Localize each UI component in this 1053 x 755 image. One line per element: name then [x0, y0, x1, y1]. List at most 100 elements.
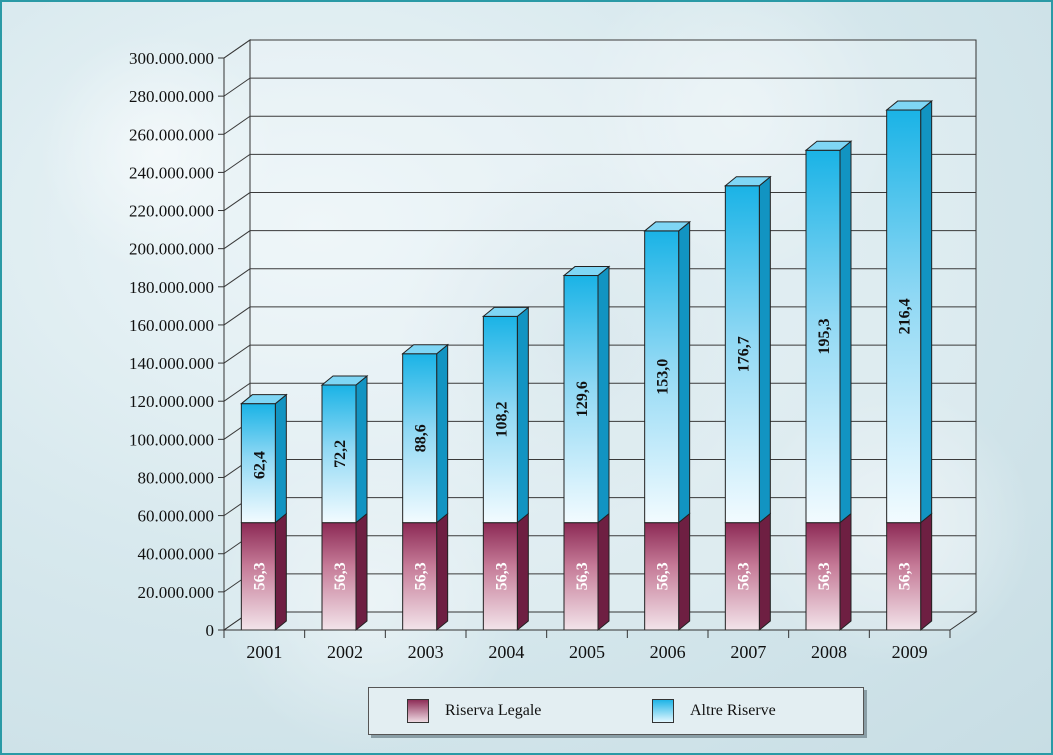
- data-label-altre-riserve: 72,2: [332, 440, 349, 468]
- bar-altre-riserve-side: [758, 175, 771, 524]
- bar-altre-riserve-top: [804, 140, 853, 151]
- data-label-altre-riserve: 176,7: [735, 336, 752, 372]
- y-tick-label: 40.000.000: [138, 545, 215, 564]
- bar-altre-riserve-side: [516, 306, 529, 524]
- bar-altre-riserve-top: [401, 344, 450, 355]
- y-tick-label: 60.000.000: [138, 507, 215, 526]
- bars: 56,3 62,4 56,3 72,2 56,3 88,6 56,3 108,2 56,3 129…: [239, 99, 934, 632]
- legend-item-riserva-legale: Riserva Legale: [407, 699, 541, 723]
- gridline: [223, 39, 976, 59]
- legend-swatch-altre-riserve: [652, 699, 674, 723]
- bar-riserva-legale-front: [402, 522, 438, 631]
- bar-riserva-legale: [402, 512, 449, 632]
- bar-riserva-legale-side: [597, 512, 610, 632]
- data-label-altre-riserve: 195,3: [816, 318, 833, 354]
- legend: Riserva Legale Altre Riserve: [368, 687, 864, 735]
- bar-altre-riserve: [804, 140, 853, 524]
- data-label-altre-riserve: 62,4: [251, 451, 268, 479]
- data-label-altre-riserve: 129,6: [574, 381, 591, 417]
- bar-riserva-legale-front: [482, 522, 518, 631]
- y-axis: 0 20.000.000 40.000.000 60.000.000 80.000.00…: [129, 49, 225, 640]
- legend-label-riserva-legale: Riserva Legale: [445, 702, 542, 719]
- x-tick-label: 2008: [811, 642, 847, 662]
- bar-riserva-legale-side: [758, 512, 771, 632]
- data-label-riserva-legale: 56,3: [332, 562, 349, 590]
- data-label-altre-riserve: 88,6: [413, 424, 430, 452]
- bar-altre-riserve-top: [643, 221, 692, 232]
- x-tick-label: 2002: [327, 642, 363, 662]
- y-tick-label: 300.000.000: [129, 49, 214, 68]
- data-label-riserva-legale: 56,3: [816, 562, 833, 590]
- bar-altre-riserve: [562, 265, 611, 524]
- bar-riserva-legale: [321, 512, 368, 632]
- bar-riserva-legale-side: [516, 512, 529, 632]
- bar-altre-riserve-side: [678, 220, 691, 524]
- bar-altre-riserve-top: [562, 266, 611, 277]
- x-tick-label: 2003: [408, 642, 444, 662]
- gridline: [223, 153, 976, 173]
- y-tick-label: 0: [206, 621, 215, 640]
- legend-item-altre-riserve: Altre Riserve: [652, 699, 776, 723]
- bar-altre-riserve-front: [321, 384, 357, 524]
- bar-altre-riserve: [239, 393, 288, 524]
- bar-altre-riserve-side: [355, 374, 368, 524]
- bar-riserva-legale-side: [274, 512, 287, 632]
- bar-altre-riserve-side: [436, 343, 449, 524]
- bar-riserva-legale-side: [678, 512, 691, 632]
- bar-riserva-legale-side: [920, 512, 933, 632]
- bar-altre-riserve: [723, 175, 772, 524]
- y-tick-label: 100.000.000: [129, 430, 214, 449]
- data-label-riserva-legale: 56,3: [251, 562, 268, 590]
- bar-altre-riserve: [643, 220, 692, 524]
- x-tick-label: 2009: [892, 642, 928, 662]
- bar-altre-riserve-side: [597, 265, 610, 524]
- bar-altre-riserve-top: [481, 306, 530, 317]
- x-tick-label: 2004: [488, 642, 524, 662]
- x-axis: 2001 2002 2003 2004 2005 2006 2007 2008 2009: [223, 629, 951, 662]
- bar-altre-riserve-top: [885, 100, 934, 111]
- bar-altre-riserve-side: [920, 99, 933, 524]
- bar-altre-riserve-top: [320, 375, 369, 386]
- bar-altre-riserve-front: [644, 230, 680, 524]
- y-tick-label: 280.000.000: [129, 87, 214, 106]
- y-tick-label: 240.000.000: [129, 163, 214, 182]
- bar-altre-riserve-front: [805, 149, 841, 524]
- y-tick-label: 20.000.000: [138, 583, 215, 602]
- bar-riserva-legale: [886, 512, 933, 632]
- y-tick-label: 260.000.000: [129, 125, 214, 144]
- x-tick-label: 2007: [730, 642, 766, 662]
- bar-riserva-legale-front: [321, 522, 357, 631]
- y-tick-label: 180.000.000: [129, 278, 214, 297]
- y-tick-label: 200.000.000: [129, 240, 214, 259]
- bar-altre-riserve: [401, 343, 450, 524]
- data-label-altre-riserve: 216,4: [897, 298, 914, 334]
- bar-altre-riserve-side: [274, 393, 287, 524]
- x-tick-label: 2005: [569, 642, 605, 662]
- legend-label-altre-riserve: Altre Riserve: [690, 702, 776, 719]
- bar-altre-riserve-front: [563, 275, 599, 524]
- y-tick-label: 80.000.000: [138, 468, 215, 487]
- data-label-riserva-legale: 56,3: [735, 562, 752, 590]
- bar-altre-riserve-top: [239, 394, 288, 405]
- bar-riserva-legale-side: [839, 512, 852, 632]
- data-label-altre-riserve: 153,0: [655, 359, 672, 395]
- bar-altre-riserve: [320, 374, 369, 524]
- x-tick-label: 2006: [650, 642, 686, 662]
- data-label-riserva-legale: 56,3: [493, 562, 510, 590]
- bar-riserva-legale-front: [724, 522, 760, 631]
- legend-swatch-riserva-legale: [407, 699, 429, 723]
- bar-altre-riserve-front: [724, 185, 760, 524]
- data-label-riserva-legale: 56,3: [413, 562, 430, 590]
- bar-riserva-legale-side: [436, 512, 449, 632]
- bar-riserva-legale: [482, 512, 529, 632]
- y-tick-label: 140.000.000: [129, 354, 214, 373]
- bar-riserva-legale-front: [563, 522, 599, 631]
- data-label-altre-riserve: 108,2: [493, 402, 510, 438]
- data-label-riserva-legale: 56,3: [574, 562, 591, 590]
- gridline: [223, 77, 976, 97]
- bar-riserva-legale: [724, 512, 771, 632]
- gridline: [223, 115, 976, 135]
- bar-altre-riserve-top: [723, 176, 772, 187]
